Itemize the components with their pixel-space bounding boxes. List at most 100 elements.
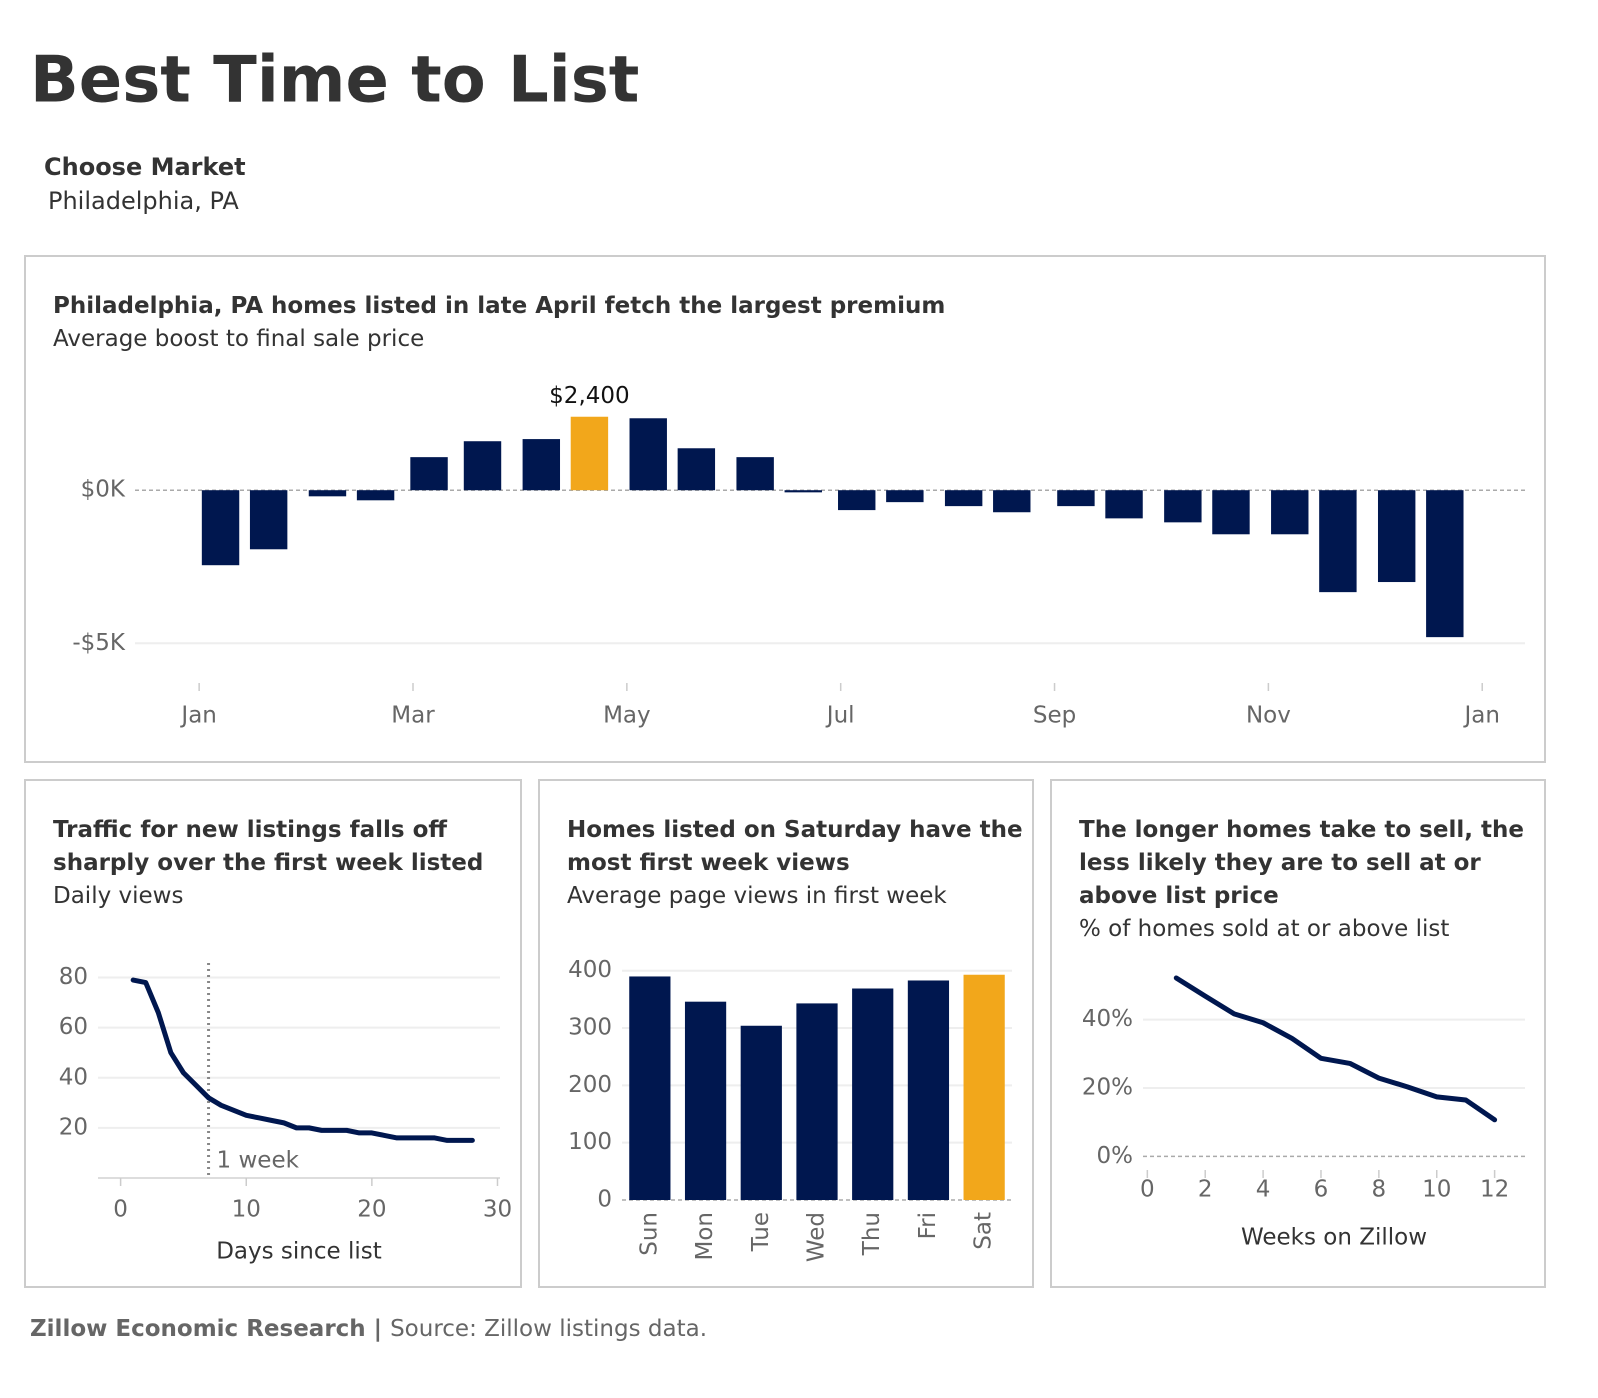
panel [24,255,1546,763]
x-axis-label: Days since list [216,1239,382,1265]
x-axis-label: Weeks on Zillow [1241,1225,1427,1251]
chart-heading: Philadelphia, PA homes listed in late Ap… [53,290,1513,356]
chart-subtitle: Daily views [53,883,184,909]
y-tick-label: 20% [1082,1075,1133,1101]
panel [24,779,522,1288]
x-tick-label: Sun [636,1212,662,1256]
bar [1105,490,1143,519]
y-tick-label: 0 [597,1187,612,1213]
bar [1319,490,1357,593]
y-tick-label: 80 [59,964,88,990]
line [1173,975,1498,1123]
bar [1271,490,1309,535]
bar [410,457,448,491]
x-tick-label: 0 [1140,1177,1155,1203]
x-tick-label: 20 [357,1197,386,1223]
x-tick-label: May [603,703,651,729]
bar [308,490,347,497]
y-tick-label: 100 [568,1129,612,1155]
bar [629,418,667,491]
selector-label: Choose Market [44,153,246,181]
chart-heading: The longer homes take to sell, the less … [1079,814,1539,946]
x-tick-label: 6 [1314,1177,1329,1203]
y-tick-label: 20 [59,1114,88,1140]
y-tick-label: -$5K [72,630,126,656]
y-tick-label: 200 [568,1072,612,1098]
bar [740,1025,782,1200]
x-tick-label: Jan [1462,703,1499,729]
bar [629,976,671,1200]
y-tick-label: 300 [568,1015,612,1041]
chart-heading: Traffic for new listings falls off sharp… [53,814,513,913]
x-tick-label: 4 [1256,1177,1271,1203]
x-tick-label: Thu [859,1212,885,1256]
y-tick-label: 40 [59,1064,88,1090]
x-tick-label: Mar [391,703,435,729]
bar [522,439,561,491]
chart-subtitle: Average boost to final sale price [53,326,425,352]
annotation-label: 1 week [217,1148,300,1174]
x-tick-label: Fri [915,1212,941,1239]
bar [993,490,1031,513]
y-tick-label: 400 [568,957,612,983]
x-tick-label: 10 [232,1197,261,1223]
x-tick-label: Sat [971,1212,997,1250]
chart-subtitle: % of homes sold at or above list [1079,916,1450,942]
bar [1377,490,1416,583]
x-tick-label: 8 [1372,1177,1387,1203]
bar [1164,490,1202,523]
bar [463,441,502,491]
footer-org: Zillow Economic Research | [30,1316,382,1342]
bar [570,416,609,491]
bar [944,490,983,507]
y-tick-label: $0K [81,477,126,503]
x-tick-label: Tue [748,1212,774,1252]
chart-subtitle: Average page views in first week [567,883,947,909]
panel [538,779,1034,1288]
x-tick-label: 30 [483,1197,512,1223]
bar [784,490,822,493]
bar [736,457,774,491]
bar [684,1001,727,1200]
x-tick-label: 2 [1198,1177,1213,1203]
chart-title: Homes listed on Saturday have the most f… [567,817,1023,876]
y-tick-label: 0% [1097,1143,1134,1169]
bar [886,490,924,503]
footer: Zillow Economic Research | Source: Zillow… [30,1316,707,1342]
selector-value[interactable]: Philadelphia, PA [48,187,239,215]
bar [1057,490,1095,507]
panel [1050,779,1546,1288]
x-tick-label: Nov [1246,703,1291,729]
x-tick-label: 12 [1480,1177,1509,1203]
bar [249,490,288,550]
page-title: Best Time to List [30,44,639,118]
data-label: $2,400 [549,383,629,409]
y-tick-label: 60 [59,1014,88,1040]
x-tick-label: Jul [825,703,855,729]
x-tick-label: Sep [1033,703,1076,729]
bar [852,988,894,1200]
x-tick-label: Mon [692,1212,718,1261]
x-tick-label: Wed [804,1212,830,1262]
chart-title: Philadelphia, PA homes listed in late Ap… [53,293,946,319]
bar [1426,490,1464,638]
x-tick-label: 0 [113,1197,128,1223]
bar [356,490,395,501]
bar [677,448,716,491]
footer-source: Source: Zillow listings data. [390,1316,707,1342]
x-tick-label: Jan [179,703,216,729]
bar [796,1003,838,1200]
bar [838,490,876,511]
chart-title: Traffic for new listings falls off sharp… [53,817,484,876]
bar [963,974,1005,1200]
line [130,977,475,1143]
bar [907,980,950,1200]
chart-title: The longer homes take to sell, the less … [1079,817,1524,909]
y-tick-label: 40% [1082,1006,1133,1032]
bar [201,490,240,566]
chart-heading: Homes listed on Saturday have the most f… [567,814,1027,913]
x-tick-label: 10 [1422,1177,1451,1203]
bar [1212,490,1250,535]
